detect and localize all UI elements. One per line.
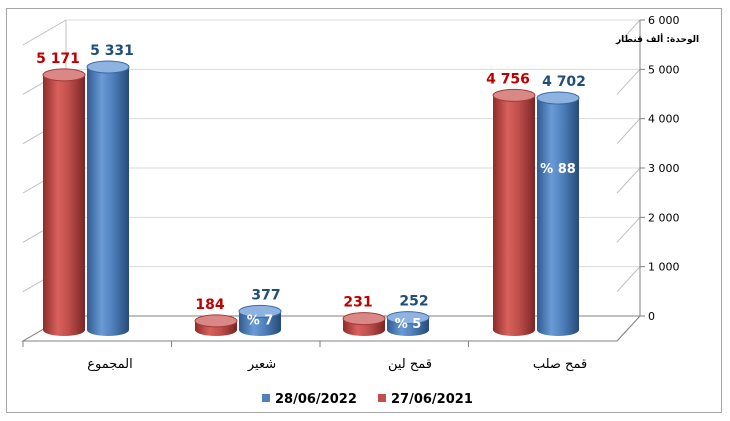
bar-body [87, 67, 129, 336]
legend-label-2022: 28/06/2022 [275, 392, 357, 407]
axes: 0 1 000 2 000 3 000 4 000 5 000 6 000 المجموع شع… [21, 14, 680, 372]
data-label-2021: 4 756 [486, 71, 530, 87]
category-label: المجموع [87, 357, 132, 372]
right-side-gridline [616, 216, 641, 243]
bar-body [239, 311, 281, 336]
bar-2021 [492, 88, 536, 336]
y-tick-label: 2 000 [648, 211, 680, 224]
data-label-2022: 4 702 [542, 74, 586, 90]
bars [42, 60, 580, 336]
category-label: شعير [247, 357, 276, 372]
data-label-2021: 5 171 [36, 51, 80, 67]
y-tick-label: 3 000 [648, 162, 680, 175]
bar-body [537, 98, 579, 336]
bar-2021 [342, 312, 386, 336]
category-label: قمح صلب [533, 357, 587, 372]
bar-top [194, 314, 238, 328]
data-label-2022: 5 331 [90, 43, 134, 59]
legend: 28/06/2022 27/06/2021 [262, 392, 473, 407]
y-tick-label: 6 000 [648, 14, 680, 27]
bar-top [86, 60, 130, 74]
bar-top [386, 311, 430, 325]
legend-label-2021: 27/06/2021 [391, 392, 473, 407]
y-tick-label: 1 000 [648, 261, 680, 274]
right-side-gridline [616, 19, 641, 46]
right-side-gridline [616, 167, 641, 194]
y-tick-label: 5 000 [648, 63, 680, 76]
data-label-2021: 184 [195, 297, 224, 313]
bar-2021 [194, 314, 238, 336]
share-label: % 5 [395, 317, 422, 332]
bar-2022 [386, 311, 430, 336]
bar-2022 [238, 304, 282, 336]
right-side-gridline [616, 266, 641, 293]
legend-swatch-2022 [262, 394, 270, 402]
bar-body [493, 95, 535, 336]
data-label-2022: 377 [251, 287, 280, 303]
right-side-gridline [616, 68, 641, 95]
data-label-2022: 252 [399, 294, 428, 310]
category-label: قمح لين [388, 357, 432, 372]
legend-swatch-2021 [378, 394, 386, 402]
bar-top [238, 304, 282, 318]
share-label: % 7 [247, 314, 274, 329]
bar-2022 [86, 60, 130, 336]
bar-top [342, 312, 386, 326]
side-gridline [22, 19, 67, 46]
y-tick-label: 4 000 [648, 113, 680, 126]
share-label: % 88 [540, 162, 576, 177]
bar-2021 [42, 68, 86, 336]
bar-2022 [536, 91, 580, 336]
right-side-gridline [616, 118, 641, 145]
y-tick-label: 0 [648, 310, 655, 323]
bar-body [43, 74, 85, 336]
data-labels: 5 171 5 331 184 377 % 7 231 252 % 5 4 756 4 702 % … [36, 43, 586, 332]
bar-top [42, 68, 86, 82]
data-label-2021: 231 [343, 295, 372, 311]
bar-top [492, 88, 536, 102]
bar-top [536, 91, 580, 105]
unit-label: الوحدة: ألف قنطار [615, 33, 699, 45]
